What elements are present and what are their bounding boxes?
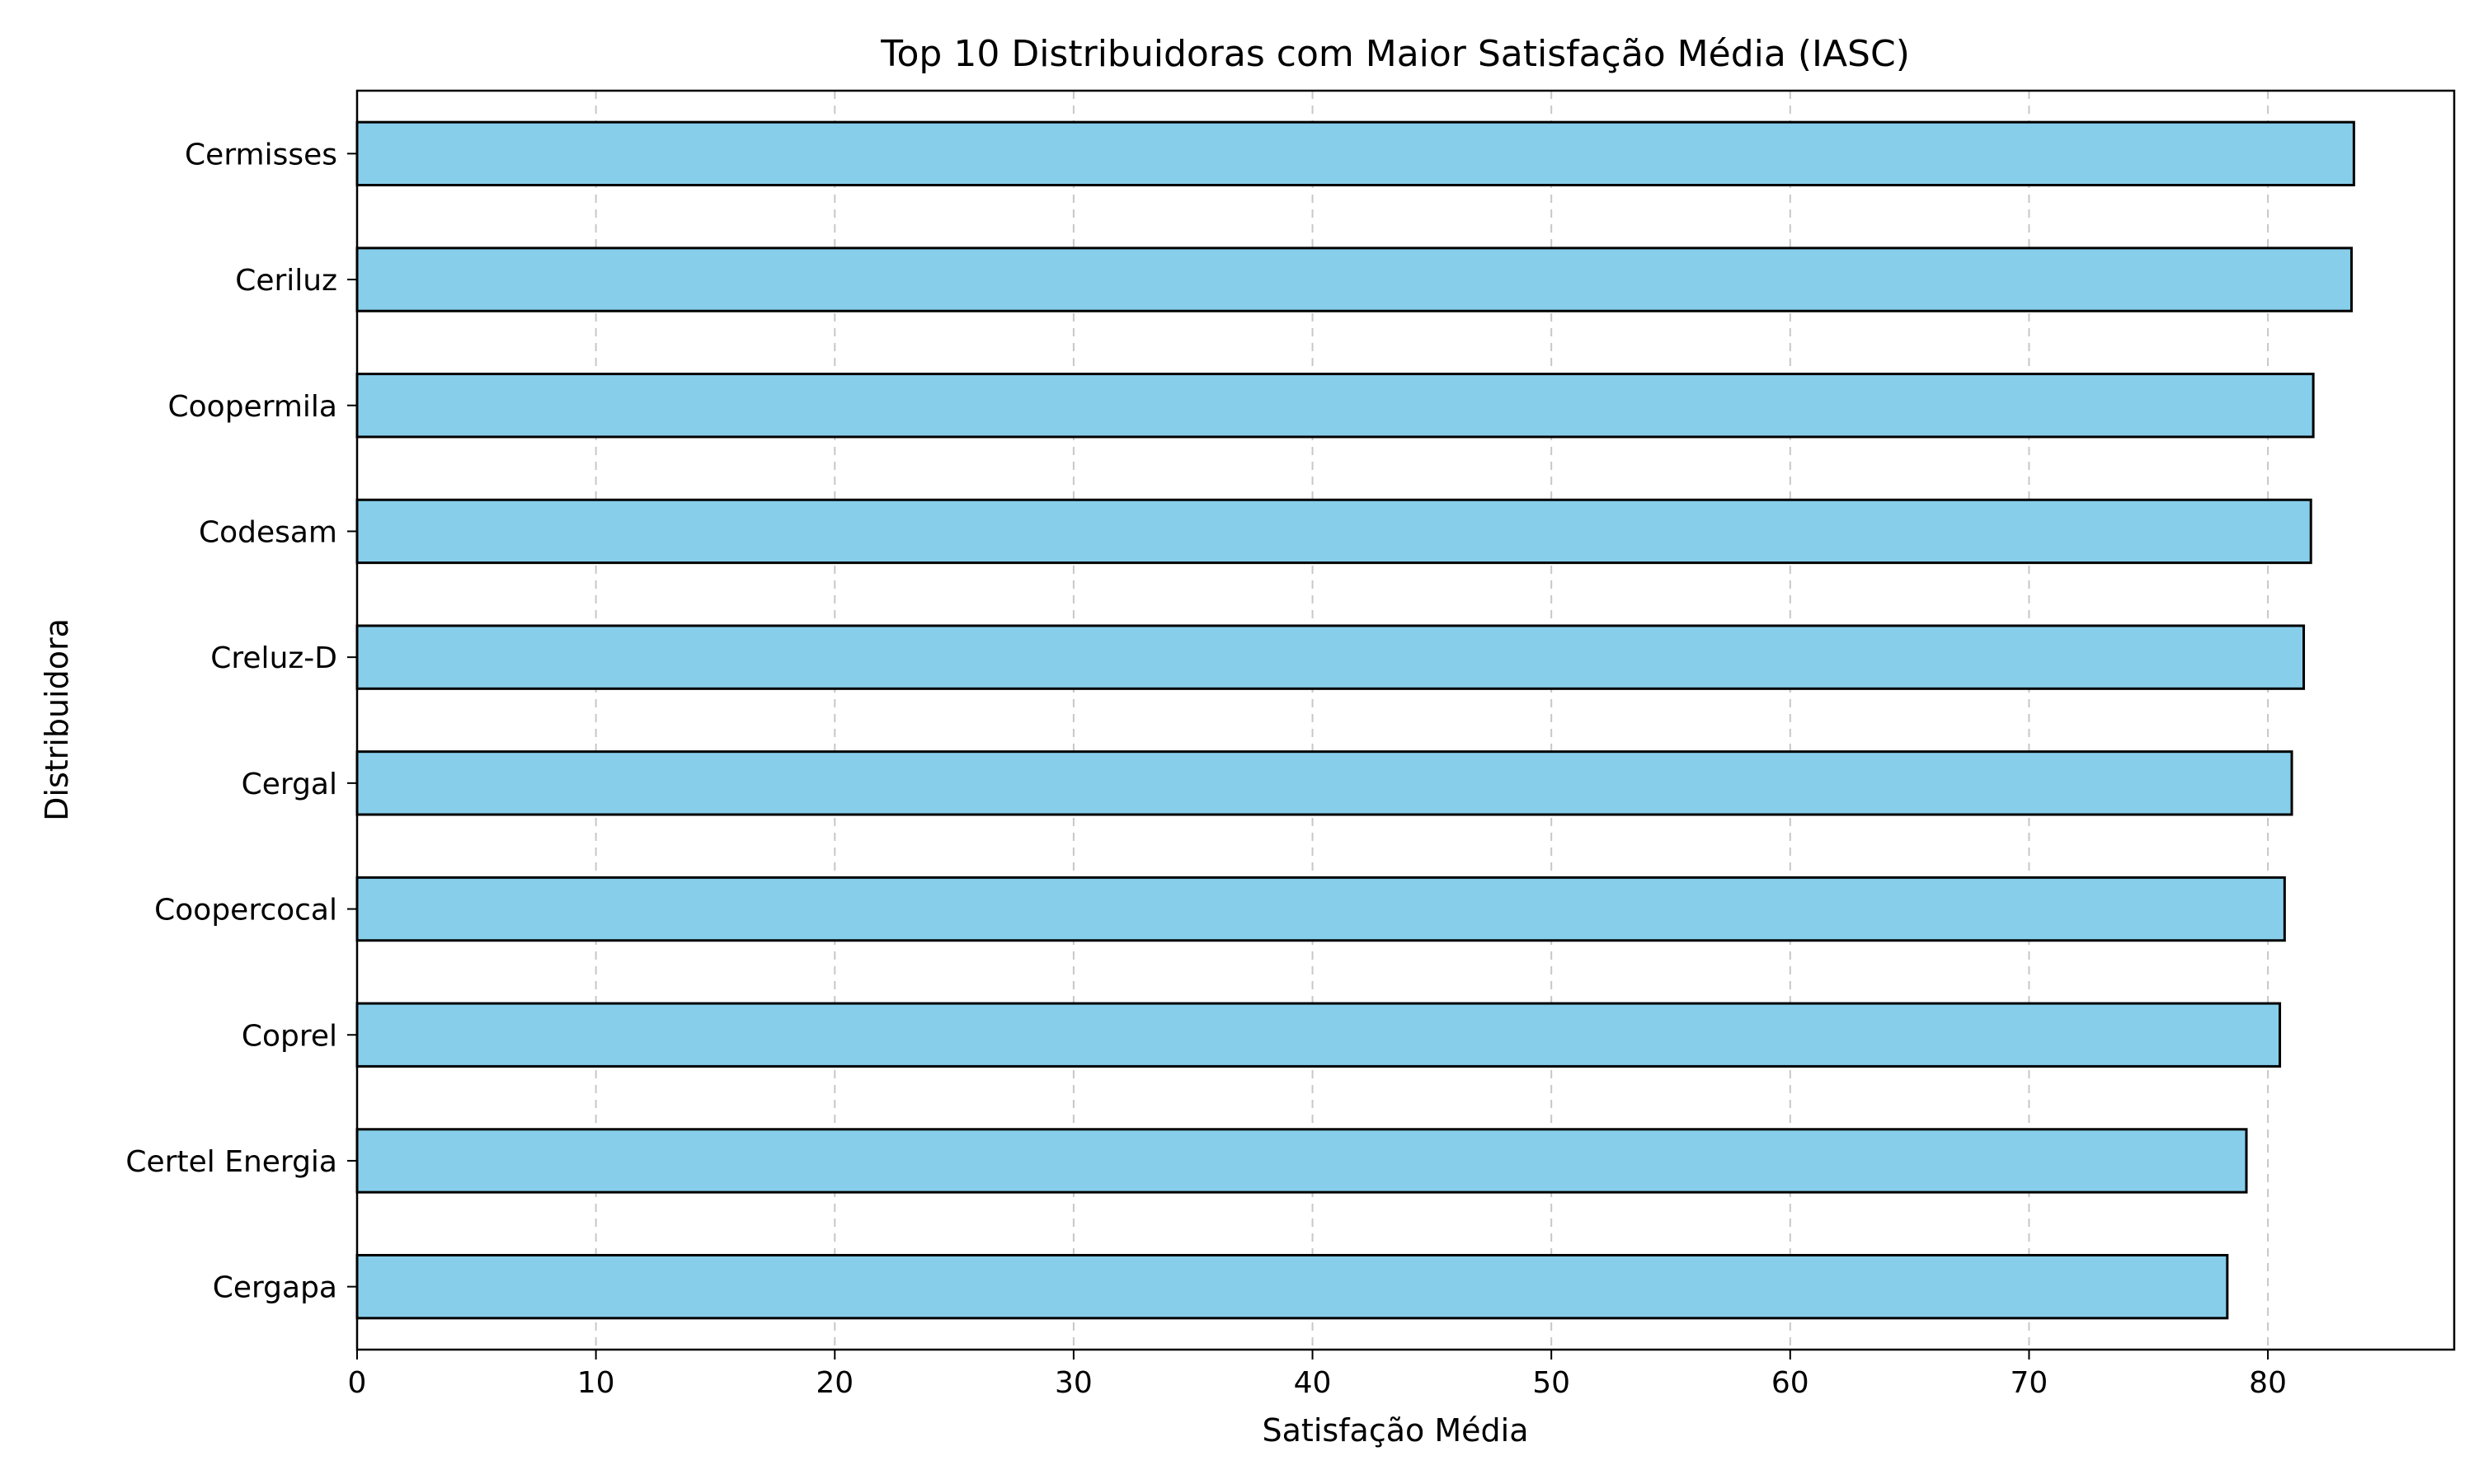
x-tick-label-2: 20 (816, 1366, 854, 1400)
x-axis-ticks: 0 10 20 30 40 50 60 70 80 (348, 1350, 2287, 1400)
x-tick-label-5: 50 (1532, 1366, 1570, 1400)
x-tick-label-0: 0 (348, 1366, 367, 1400)
y-tick-label-6: Coopercocal (154, 894, 337, 928)
y-tick-label-8: Certel Energia (125, 1145, 337, 1179)
x-tick-label-8: 80 (2249, 1366, 2287, 1400)
bars (355, 120, 2355, 1320)
y-tick-label-0: Cermisses (185, 138, 337, 171)
y-tick-label-2: Coopermila (168, 390, 338, 424)
chart-title: Top 10 Distribuidoras com Maior Satisfaç… (880, 33, 1910, 75)
x-axis-label: Satisfação Média (1263, 1412, 1529, 1449)
bar-0 (355, 120, 2355, 187)
bar-6 (355, 876, 2286, 942)
plot-frame (355, 89, 2456, 1351)
bar-2 (355, 373, 2315, 439)
bar-3 (355, 498, 2312, 565)
x-tick-label-1: 10 (577, 1366, 615, 1400)
y-tick-label-9: Cergapa (213, 1271, 337, 1305)
x-tick-label-4: 40 (1294, 1366, 1332, 1400)
bar-4 (355, 624, 2306, 690)
y-tick-label-5: Cergal (242, 768, 337, 801)
bar-7 (355, 1002, 2282, 1068)
bar-9 (355, 1253, 2229, 1320)
bar-8 (355, 1128, 2248, 1194)
x-tick-label-6: 60 (1771, 1366, 1809, 1400)
y-tick-label-1: Ceriluz (235, 264, 337, 298)
bar-1 (355, 247, 2353, 312)
y-tick-label-4: Creluz-D (210, 641, 337, 675)
x-tick-label-3: 30 (1055, 1366, 1093, 1400)
x-tick-label-7: 70 (2011, 1366, 2048, 1400)
y-tick-label-7: Coprel (242, 1019, 337, 1053)
y-axis-label: Distribuidora (39, 618, 75, 821)
bar-5 (355, 750, 2293, 816)
y-tick-label-3: Codesam (199, 515, 337, 549)
y-axis-ticks: Cermisses Ceriluz Coopermila Codesam Creluz-… (125, 138, 357, 1305)
